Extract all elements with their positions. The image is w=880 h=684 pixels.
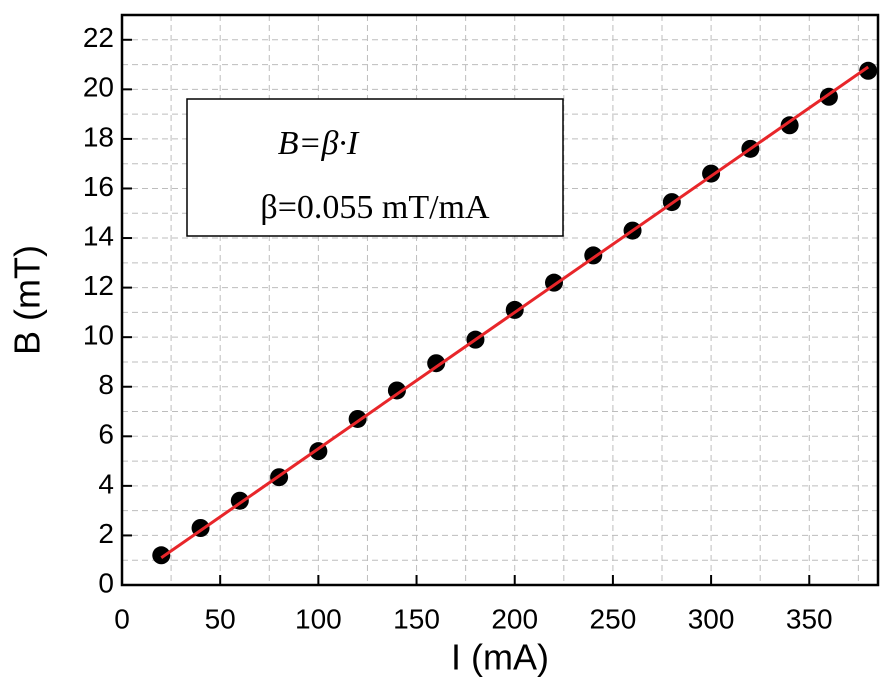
y-tick-label: 16 xyxy=(83,171,114,202)
y-tick-label: 2 xyxy=(98,518,114,549)
y-tick-label: 8 xyxy=(98,369,114,400)
y-tick-label: 18 xyxy=(83,121,114,152)
x-tick-label: 150 xyxy=(393,603,440,634)
x-tick-label: 300 xyxy=(688,603,735,634)
plot-frame xyxy=(120,13,880,587)
annotation-box xyxy=(186,98,564,237)
x-axis-label: I (mA) xyxy=(451,637,549,678)
data-point xyxy=(780,116,799,135)
x-tick-label: 250 xyxy=(590,603,637,634)
data-point xyxy=(859,61,878,80)
x-tick-label: 200 xyxy=(491,603,538,634)
y-tick-label: 22 xyxy=(83,22,114,53)
y-axis-label: B (mT) xyxy=(7,245,48,355)
fit-line xyxy=(160,65,870,559)
y-tick-label: 10 xyxy=(83,320,114,351)
annotation: B=β·I xyxy=(278,125,360,162)
y-tick-label: 14 xyxy=(83,220,114,251)
annotation: β=0.055 mT/mA xyxy=(260,189,490,226)
x-tick-label: 50 xyxy=(205,603,236,634)
y-tick-label: 4 xyxy=(98,468,114,499)
grid xyxy=(122,15,878,585)
y-tick-label: 6 xyxy=(98,419,114,450)
y-tick-label: 12 xyxy=(83,270,114,301)
y-tick-label: 0 xyxy=(98,567,114,598)
x-tick-label: 350 xyxy=(786,603,833,634)
y-tick-label: 20 xyxy=(83,72,114,103)
data-point xyxy=(152,546,171,565)
x-tick-label: 0 xyxy=(114,603,130,634)
data-point xyxy=(427,354,446,373)
data-point xyxy=(387,381,406,400)
x-tick-label: 100 xyxy=(295,603,342,634)
